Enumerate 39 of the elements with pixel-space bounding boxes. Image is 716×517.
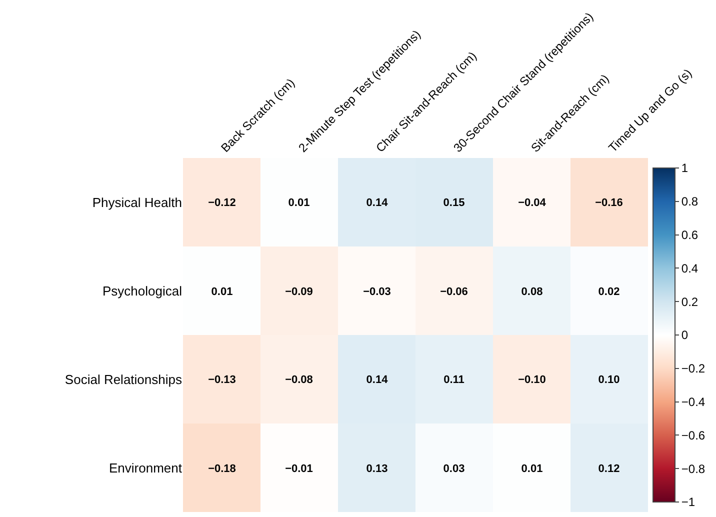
data-label: 0.01 — [521, 462, 543, 475]
y-tick-label: Social Relationships — [64, 372, 182, 387]
color-bar-label: −0.4 — [681, 395, 706, 409]
data-label: −0.10 — [518, 374, 546, 386]
color-bar-label: −0.6 — [681, 428, 706, 442]
color-bar-label: −1 — [681, 495, 696, 510]
color-bar-label: 0.4 — [681, 261, 698, 276]
data-label: 0.13 — [366, 462, 388, 475]
y-tick-label: Environment — [109, 460, 182, 476]
data-label: −0.13 — [208, 374, 236, 386]
color-bar-label: 1 — [681, 161, 688, 176]
color-bar-label: 0.2 — [681, 294, 698, 309]
data-label: −0.16 — [595, 196, 623, 209]
data-label: 0.02 — [598, 286, 620, 298]
data-label: −0.08 — [285, 374, 313, 386]
data-label: 0.14 — [366, 374, 389, 386]
color-bar-label: 0.6 — [681, 228, 698, 242]
color-bar-label: 0 — [681, 328, 688, 342]
data-label: 0.11 — [444, 374, 464, 386]
data-label: −0.06 — [440, 286, 468, 298]
data-label: −0.18 — [208, 462, 236, 475]
color-bar-label: −0.8 — [681, 462, 706, 476]
data-label: −0.04 — [518, 196, 547, 209]
y-tick-label: Psychological — [102, 283, 182, 298]
data-label: −0.12 — [208, 196, 236, 209]
color-bar-label: −0.2 — [681, 362, 706, 376]
color-bar-label: 0.8 — [681, 194, 698, 209]
y-tick-label: Physical Health — [92, 194, 182, 210]
data-label: −0.03 — [363, 286, 391, 298]
data-label: −0.01 — [285, 462, 313, 475]
data-label: 0.03 — [443, 462, 465, 475]
data-label: 0.08 — [521, 286, 543, 298]
data-label: 0.14 — [366, 196, 389, 209]
data-label: 0.01 — [288, 196, 310, 209]
data-label: 0.12 — [598, 462, 620, 475]
data-label: 0.01 — [211, 286, 233, 298]
data-label: −0.09 — [285, 286, 313, 298]
data-label: 0.15 — [443, 196, 465, 209]
data-label: 0.10 — [598, 374, 620, 386]
